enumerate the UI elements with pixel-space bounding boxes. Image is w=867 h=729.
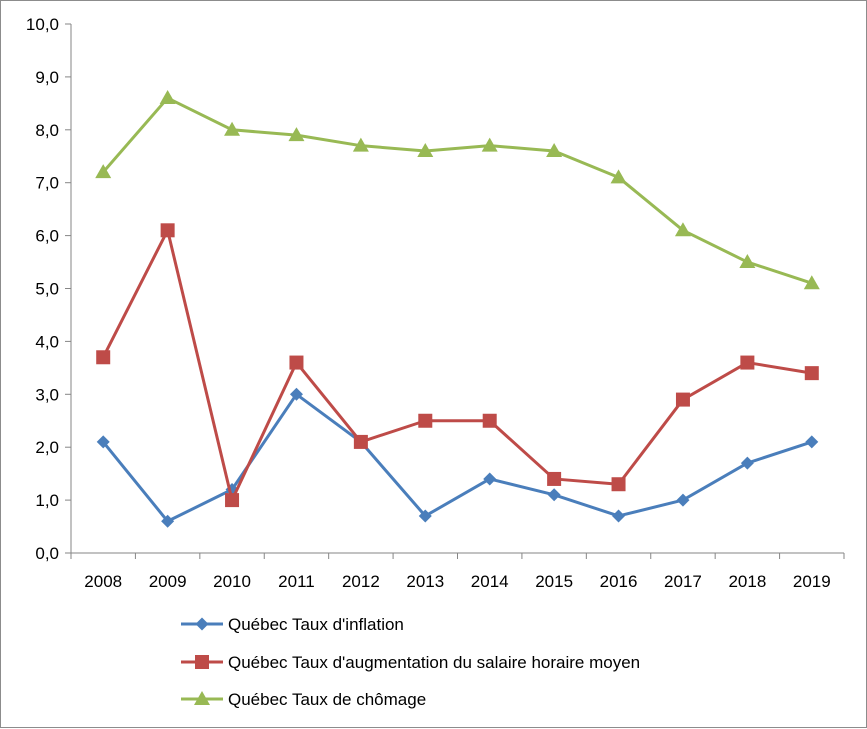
legend-marker — [194, 691, 210, 705]
data-point — [675, 392, 690, 407]
legend-label: Québec Taux de chômage — [228, 690, 426, 709]
legend-label: Québec Taux d'inflation — [228, 615, 404, 634]
y-tick-label: 3,0 — [35, 385, 59, 404]
x-tick-label: 2013 — [406, 572, 444, 591]
data-point — [805, 435, 819, 449]
x-tick-label: 2018 — [728, 572, 766, 591]
x-axis-ticks: 2008 2009 2010 2011 2012 2013 2014 2015 2016 2017… — [70, 553, 845, 591]
series-2 — [96, 223, 819, 508]
x-tick-label: 2015 — [535, 572, 573, 591]
data-point — [803, 275, 820, 290]
data-point — [417, 142, 434, 157]
y-tick-label: 5,0 — [35, 280, 59, 299]
data-point — [740, 456, 754, 470]
data-point — [612, 509, 626, 523]
y-tick-label: 8,0 — [35, 121, 59, 140]
data-point — [611, 477, 626, 492]
series-line — [102, 392, 813, 523]
legend-marker — [195, 617, 209, 631]
x-tick-label: 2008 — [84, 572, 122, 591]
series-3 — [95, 90, 820, 290]
data-point — [96, 435, 110, 449]
y-tick-label: 4,0 — [35, 332, 59, 351]
data-point — [224, 121, 241, 136]
x-tick-label: 2016 — [600, 572, 638, 591]
data-point — [546, 142, 563, 157]
x-tick-label: 2009 — [149, 572, 187, 591]
legend-item: Québec Taux d'inflation — [181, 615, 404, 634]
x-tick-label: 2014 — [471, 572, 509, 591]
x-tick-label: 2011 — [278, 572, 315, 591]
legend-item: Québec Taux de chômage — [181, 690, 426, 709]
data-point — [740, 355, 755, 370]
series-1 — [96, 387, 819, 528]
x-tick-label: 2010 — [213, 572, 251, 591]
y-tick-label: 10,0 — [26, 15, 59, 34]
y-axis-ticks: 0,0 1,0 2,0 3,0 4,0 5,0 6,0 7,0 8,0 9,0 10,0 — [26, 15, 71, 563]
data-point — [418, 413, 433, 428]
data-point — [289, 387, 303, 401]
y-tick-label: 2,0 — [35, 438, 59, 457]
y-tick-label: 0,0 — [35, 544, 59, 563]
y-tick-label: 6,0 — [35, 227, 59, 246]
y-tick-label: 7,0 — [35, 174, 59, 193]
data-point — [289, 355, 304, 370]
x-tick-label: 2019 — [793, 572, 831, 591]
data-point — [804, 366, 819, 381]
data-point — [161, 514, 175, 528]
legend-marker — [195, 655, 209, 669]
series-group — [95, 90, 820, 528]
data-point — [547, 471, 562, 486]
data-point — [739, 254, 756, 269]
x-tick-label: 2017 — [664, 572, 702, 591]
data-point — [353, 434, 368, 449]
data-point — [95, 164, 112, 179]
series-line — [102, 96, 813, 285]
data-point — [352, 137, 369, 152]
legend: Québec Taux d'inflation Québec Taux d'aug… — [181, 615, 640, 709]
data-point — [481, 137, 498, 152]
data-point — [674, 222, 691, 237]
data-point — [160, 223, 175, 238]
data-point — [96, 350, 111, 365]
data-point — [610, 169, 627, 184]
data-point — [483, 472, 497, 486]
data-point — [547, 488, 561, 502]
data-point — [482, 413, 497, 428]
y-tick-label: 1,0 — [35, 491, 59, 510]
data-point — [676, 493, 690, 507]
data-point — [288, 127, 305, 142]
x-tick-label: 2012 — [342, 572, 380, 591]
series-line — [101, 228, 813, 502]
y-tick-label: 9,0 — [35, 68, 59, 87]
legend-item: Québec Taux d'augmentation du salaire ho… — [181, 653, 640, 672]
data-point — [225, 493, 240, 508]
data-point — [159, 90, 176, 105]
legend-label: Québec Taux d'augmentation du salaire ho… — [228, 653, 640, 672]
